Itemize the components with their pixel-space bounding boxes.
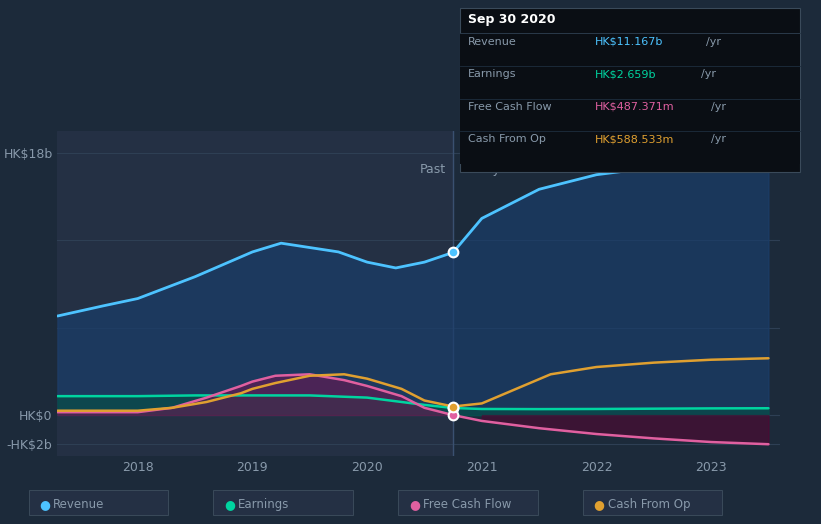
Text: Revenue: Revenue: [53, 498, 105, 511]
Text: Analysts Forecasts: Analysts Forecasts: [465, 163, 581, 176]
Text: /yr: /yr: [706, 37, 721, 47]
Text: HK$487.371m: HK$487.371m: [595, 102, 675, 112]
Text: Free Cash Flow: Free Cash Flow: [423, 498, 511, 511]
Text: /yr: /yr: [701, 69, 716, 79]
Text: ●: ●: [224, 498, 235, 511]
Text: Earnings: Earnings: [238, 498, 290, 511]
Text: Free Cash Flow: Free Cash Flow: [468, 102, 552, 112]
Text: /yr: /yr: [711, 134, 726, 144]
Text: Earnings: Earnings: [468, 69, 516, 79]
Text: Cash From Op: Cash From Op: [468, 134, 546, 144]
Text: ●: ●: [39, 498, 50, 511]
Text: Sep 30 2020: Sep 30 2020: [468, 13, 556, 26]
Text: HK$588.533m: HK$588.533m: [595, 134, 675, 144]
Bar: [57, 131, 453, 456]
Text: Revenue: Revenue: [468, 37, 516, 47]
Text: HK$11.167b: HK$11.167b: [595, 37, 663, 47]
Text: HK$2.659b: HK$2.659b: [595, 69, 657, 79]
Text: ●: ●: [409, 498, 420, 511]
Text: Past: Past: [420, 163, 447, 176]
Text: ●: ●: [594, 498, 604, 511]
Text: Cash From Op: Cash From Op: [608, 498, 690, 511]
Text: /yr: /yr: [711, 102, 726, 112]
